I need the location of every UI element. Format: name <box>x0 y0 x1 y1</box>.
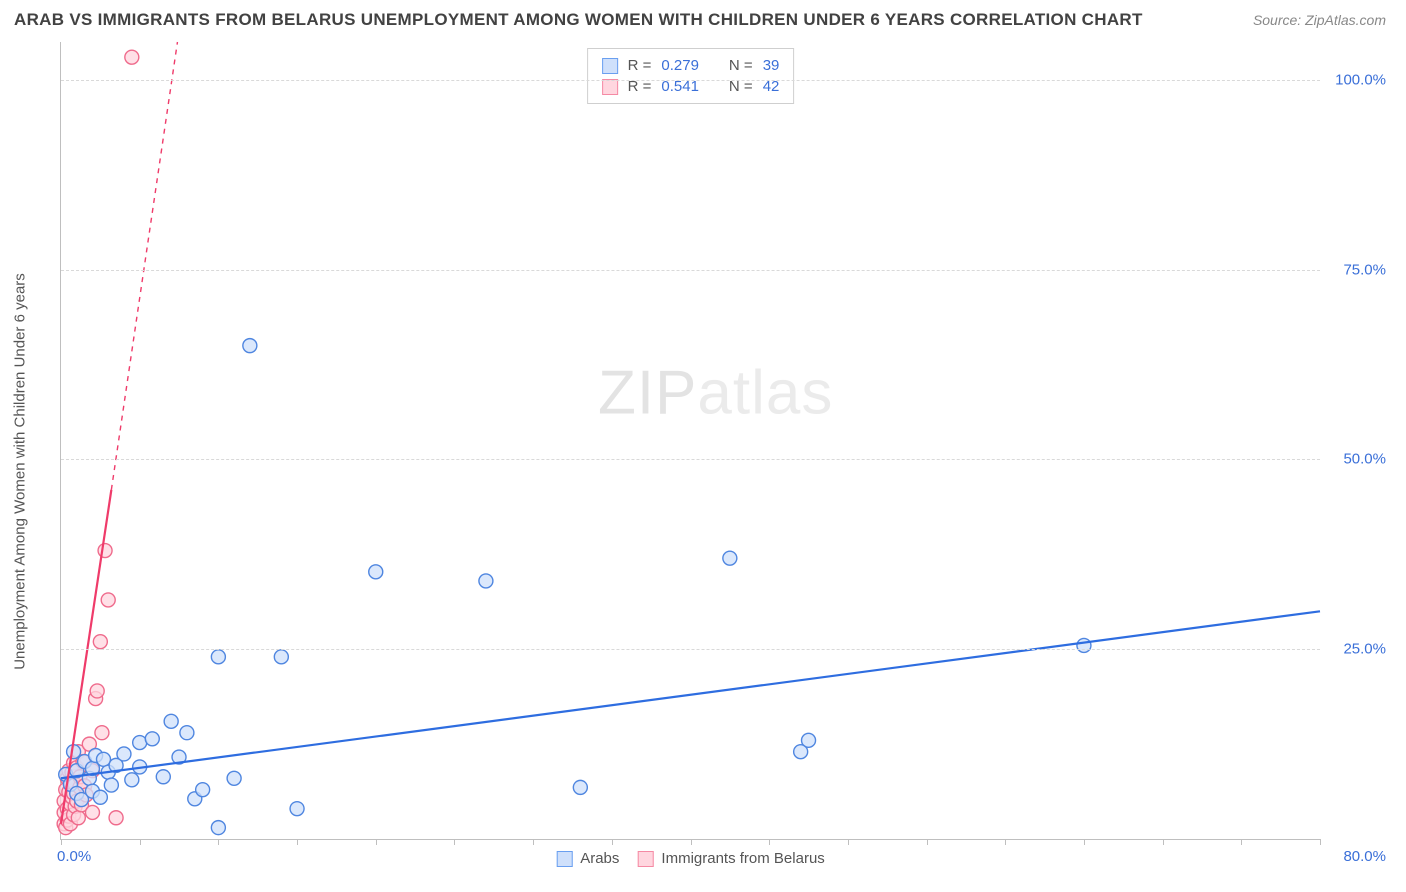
y-axis-label: Unemployment Among Women with Children U… <box>12 273 29 670</box>
x-tick <box>533 839 534 845</box>
x-tick <box>769 839 770 845</box>
series-legend: Arabs Immigrants from Belarus <box>556 850 825 867</box>
x-tick <box>848 839 849 845</box>
x-tick <box>1241 839 1242 845</box>
source-attribution: Source: ZipAtlas.com <box>1253 12 1386 28</box>
gridline <box>61 649 1320 650</box>
x-tick <box>1084 839 1085 845</box>
x-tick <box>218 839 219 845</box>
x-tick <box>1320 839 1321 845</box>
legend-item: Arabs <box>556 850 619 867</box>
x-axis-min-label: 0.0% <box>57 848 91 865</box>
stats-row: R =0.279N =39 <box>602 55 780 76</box>
x-tick <box>1005 839 1006 845</box>
gridline <box>61 270 1320 271</box>
chart-title: ARAB VS IMMIGRANTS FROM BELARUS UNEMPLOY… <box>14 10 1143 30</box>
gridline <box>61 459 1320 460</box>
x-tick <box>1163 839 1164 845</box>
chart-svg <box>61 42 1320 839</box>
x-tick <box>927 839 928 845</box>
stats-legend-box: R =0.279N =39R =0.541N =42 <box>587 48 795 104</box>
x-tick <box>454 839 455 845</box>
x-tick <box>612 839 613 845</box>
gridline <box>61 80 1320 81</box>
x-tick <box>691 839 692 845</box>
plot-area: ZIPatlas R =0.279N =39R =0.541N =42 0.0%… <box>60 42 1320 840</box>
x-tick <box>297 839 298 845</box>
x-tick <box>376 839 377 845</box>
y-tick-label: 50.0% <box>1328 451 1386 468</box>
x-tick <box>140 839 141 845</box>
legend-item: Immigrants from Belarus <box>637 850 824 867</box>
swatch-icon <box>556 851 572 867</box>
x-axis-max-label: 80.0% <box>1328 848 1386 865</box>
y-tick-label: 75.0% <box>1328 261 1386 278</box>
y-tick-label: 100.0% <box>1328 71 1386 88</box>
swatch-icon <box>602 58 618 74</box>
y-tick-label: 25.0% <box>1328 641 1386 658</box>
x-tick <box>61 839 62 845</box>
swatch-icon <box>637 851 653 867</box>
